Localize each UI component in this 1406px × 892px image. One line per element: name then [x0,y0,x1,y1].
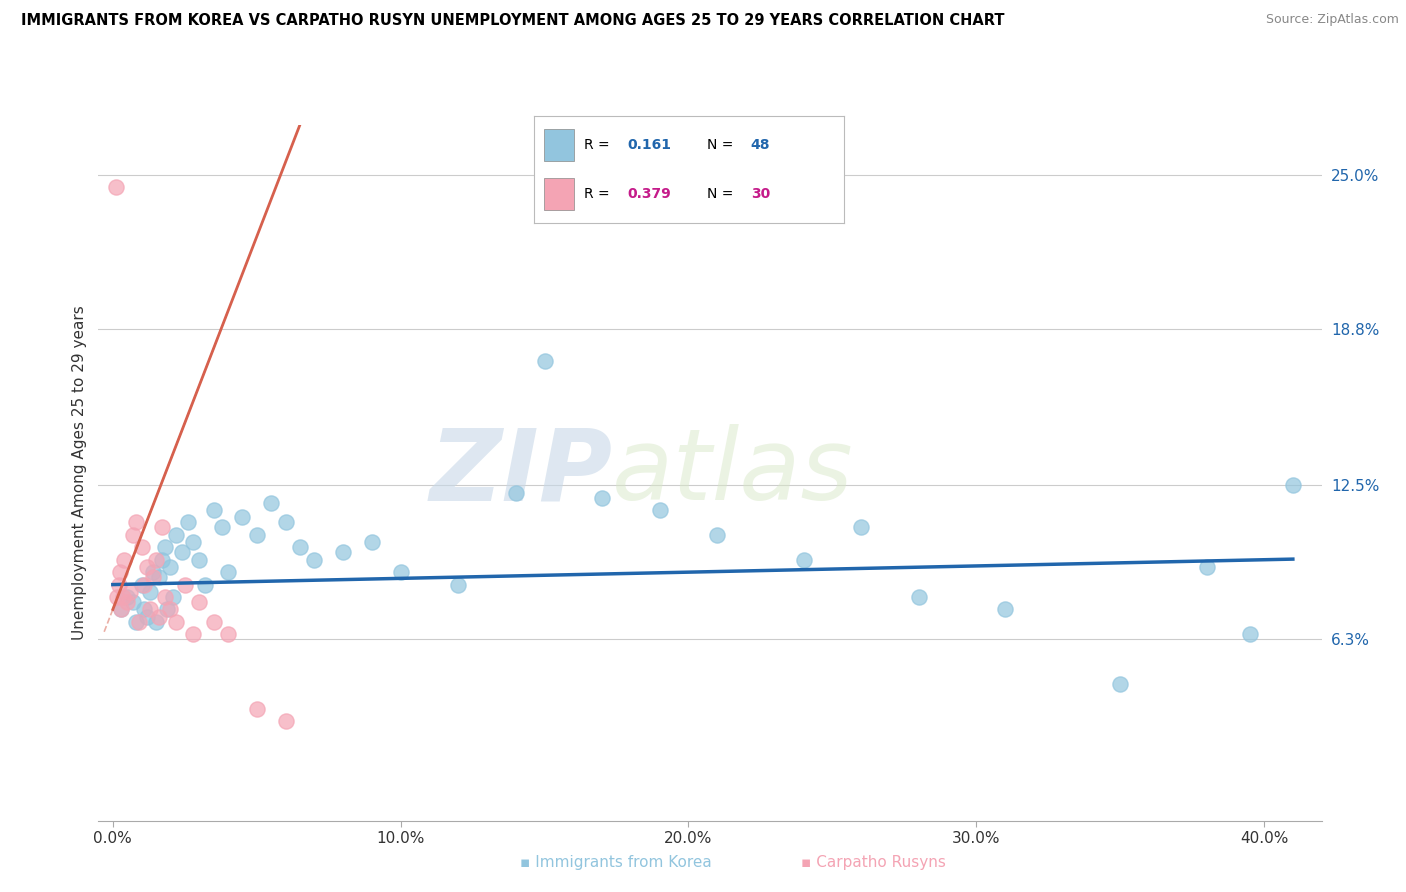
Point [274,714,297,729]
Point [165,528,187,542]
Point [131,541,153,555]
Text: atlas: atlas [612,425,853,521]
Bar [544,128,575,161]
Text: ▪ Immigrants from Korea: ▪ Immigrants from Korea [520,855,711,870]
Text: N =: N = [707,187,738,201]
Point [105,590,128,604]
Point [142,565,165,579]
Point [131,577,153,591]
Point [145,615,167,629]
Point [153,541,176,555]
Point [793,552,815,567]
Point [111,590,134,604]
Y-axis label: Unemployment Among Ages 25 to 29 years: Unemployment Among Ages 25 to 29 years [72,305,87,640]
Point [533,354,555,368]
Point [217,627,239,641]
Point [107,577,129,591]
Point [139,602,162,616]
Point [304,552,326,567]
Point [183,535,205,549]
Point [246,702,269,716]
Point [108,565,131,579]
Point [125,516,148,530]
Point [104,180,127,194]
Point [217,565,239,579]
Point [188,552,211,567]
Point [122,528,145,542]
Point [145,552,167,567]
Point [706,528,728,542]
Point [389,565,412,579]
Point [110,602,132,616]
Point [188,595,211,609]
Text: R =: R = [583,138,614,152]
Point [110,602,132,616]
Point [907,590,929,604]
Point [120,585,142,599]
Text: Source: ZipAtlas.com: Source: ZipAtlas.com [1265,13,1399,27]
Point [202,615,225,629]
Point [183,627,205,641]
Point [288,541,311,555]
Point [1195,560,1218,574]
Point [202,503,225,517]
Text: R =: R = [583,187,614,201]
Point [849,520,872,534]
Point [360,535,382,549]
Point [115,590,138,604]
Point [648,503,671,517]
Text: 30: 30 [751,187,770,201]
Text: N =: N = [707,138,738,152]
Point [125,615,148,629]
Point [122,595,145,609]
Point [176,516,198,530]
Point [231,510,253,524]
Point [994,602,1017,616]
Point [1282,478,1305,492]
Point [447,577,470,591]
Point [115,595,138,609]
Text: IMMIGRANTS FROM KOREA VS CARPATHO RUSYN UNEMPLOYMENT AMONG AGES 25 TO 29 YEARS C: IMMIGRANTS FROM KOREA VS CARPATHO RUSYN … [21,13,1005,29]
Point [170,545,193,559]
Point [173,577,195,591]
Point [148,570,170,584]
Point [1239,627,1261,641]
Point [134,577,156,591]
Text: 0.161: 0.161 [627,138,671,152]
Point [165,615,187,629]
Point [156,602,179,616]
Point [246,528,269,542]
Point [159,560,181,574]
Point [153,590,176,604]
Point [159,602,181,616]
Point [260,495,283,509]
Point [194,577,217,591]
Point [148,610,170,624]
Text: ▪ Carpatho Rusyns: ▪ Carpatho Rusyns [801,855,946,870]
Point [332,545,354,559]
Point [591,491,613,505]
Point [136,560,159,574]
Text: 0.379: 0.379 [627,187,671,201]
Point [142,570,165,584]
Point [128,615,150,629]
Text: ZIP: ZIP [429,425,612,521]
Point [211,520,233,534]
Point [1109,677,1132,691]
Bar [544,178,575,211]
Point [150,520,173,534]
Point [162,590,184,604]
Point [136,610,159,624]
Point [505,485,527,500]
Point [112,552,135,567]
Point [134,602,156,616]
Point [150,552,173,567]
Point [274,516,297,530]
Text: 48: 48 [751,138,770,152]
Point [139,585,162,599]
